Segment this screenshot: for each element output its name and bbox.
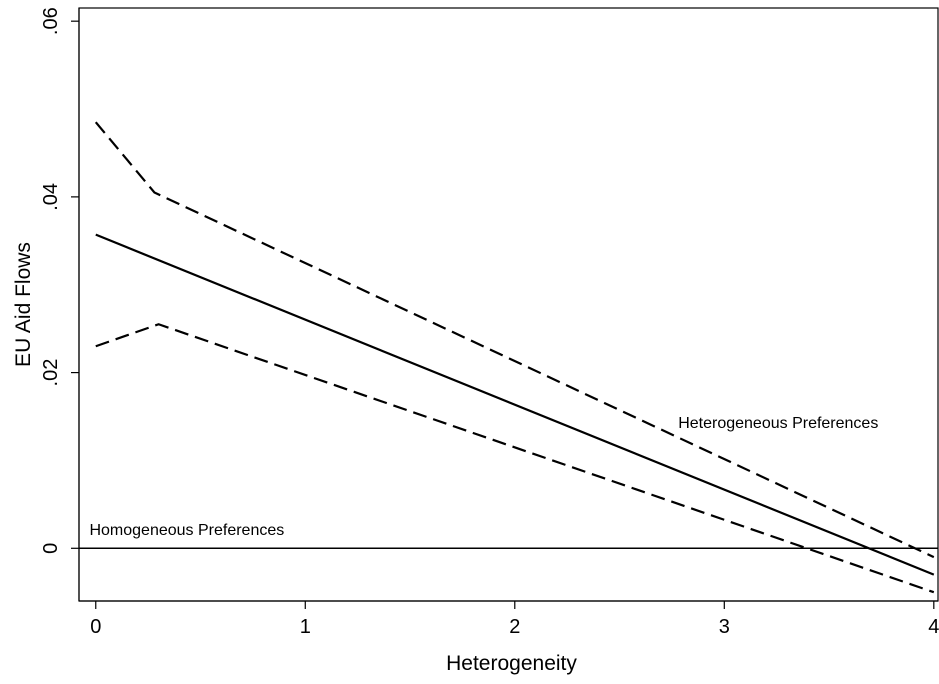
y-tick-label: 0: [40, 543, 62, 554]
x-axis-title: Heterogeneity: [446, 652, 577, 675]
ticks: 0 1 2 3 4 0 .02 .04 .06: [40, 7, 939, 638]
x-tick-label: 0: [90, 616, 101, 638]
estimate-line: [95, 233, 935, 576]
y-tick-label: .04: [40, 183, 62, 211]
annotation-heterogeneous: Heterogeneous Preferences: [678, 415, 878, 432]
annotations: Homogeneous Preferences Heterogeneous Pre…: [89, 415, 878, 539]
plot-frame: [78, 7, 939, 602]
axes: [78, 7, 939, 602]
x-tick-label: 3: [719, 616, 730, 638]
y-tick-label: .06: [40, 7, 62, 35]
upper-bound-line: [94, 121, 935, 559]
lower-bound-line: [95, 323, 935, 594]
series-group: [94, 121, 935, 594]
x-tick-label: 1: [300, 616, 311, 638]
y-axis-title: EU Aid Flows: [12, 242, 35, 367]
annotation-homogeneous: Homogeneous Preferences: [89, 522, 284, 539]
y-tick-label: .02: [40, 359, 62, 387]
x-tick-label: 4: [928, 616, 939, 638]
x-tick-label: 2: [509, 616, 520, 638]
